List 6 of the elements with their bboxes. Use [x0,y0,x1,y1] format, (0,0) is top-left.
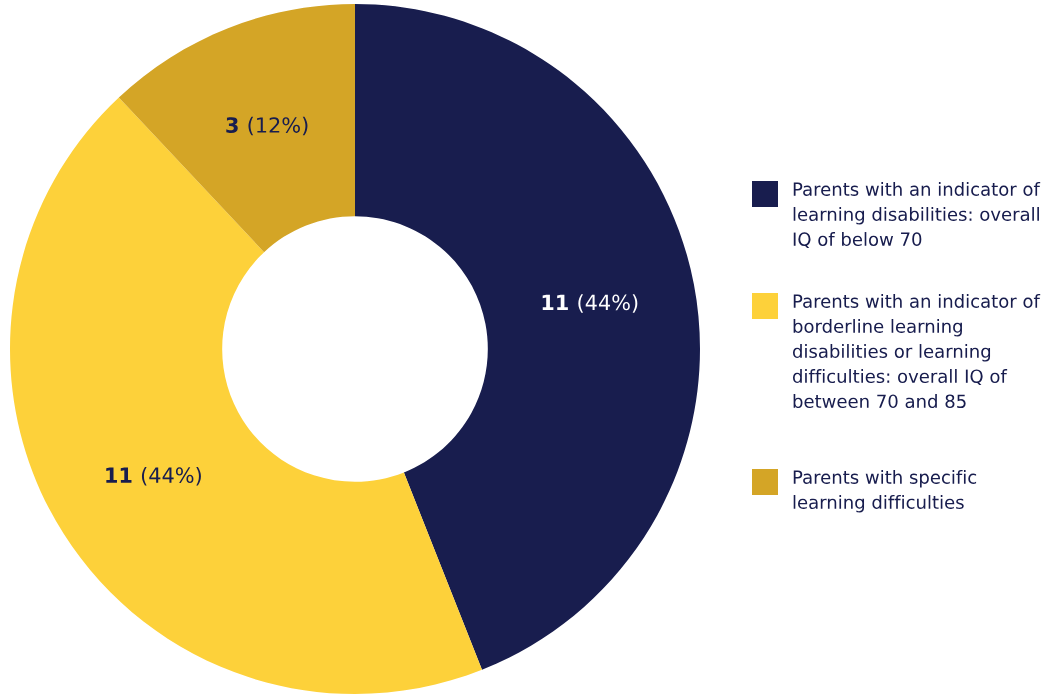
data-label: 3 (12%) [226,116,308,136]
legend-label: Parents with an indicator of learning disabilities: overall IQ of below 70 [793,182,1041,249]
data-label: 11 (44%) [106,466,201,486]
legend-label: Parents with specific learning difficulties [793,470,977,513]
legend-label: Parents with an indicator of borderline learning disabilities or learning difficulties: overall IQ of between 70 and 85 [793,294,1041,409]
data-label: 11 (44%) [542,294,638,313]
